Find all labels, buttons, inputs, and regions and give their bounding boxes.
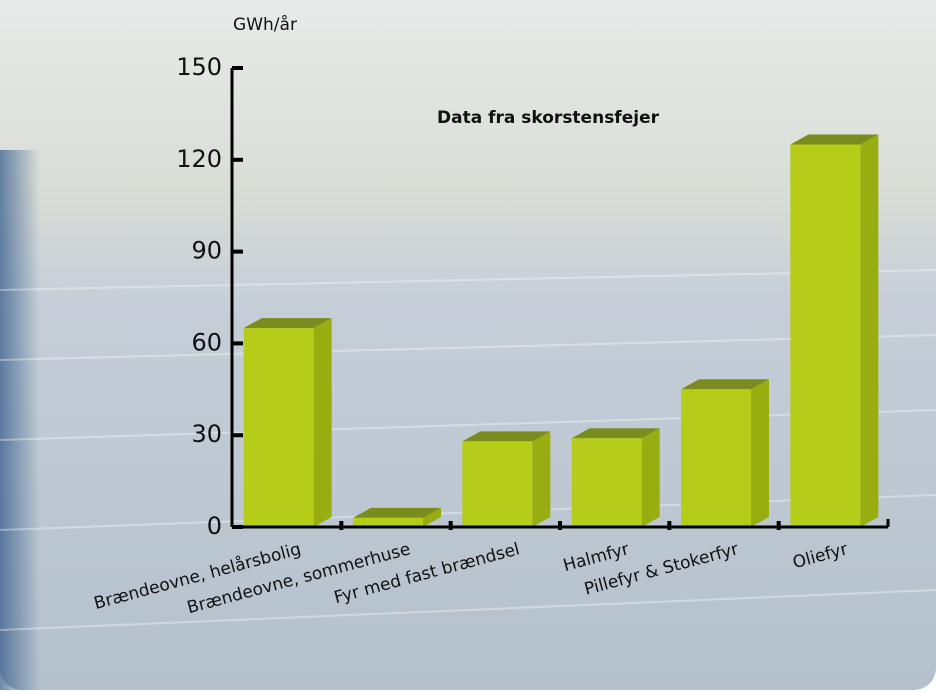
y-tick-label: 90 (191, 237, 222, 265)
background-edge (0, 150, 40, 690)
bar-top (790, 134, 879, 145)
bar (353, 517, 423, 527)
bar (243, 328, 314, 527)
y-tick-label: 120 (176, 145, 222, 173)
bar-side (423, 507, 441, 527)
bar (462, 441, 533, 527)
bar-top (462, 431, 551, 442)
bar-side (532, 431, 551, 527)
y-tick-label: 150 (176, 53, 222, 81)
bar-side (860, 134, 879, 527)
bar (790, 144, 861, 527)
bar-top (243, 318, 332, 329)
bar-side (751, 379, 769, 527)
bar-top (353, 507, 441, 518)
bar (571, 438, 642, 527)
bar-top (681, 379, 769, 390)
bar-side (641, 428, 660, 527)
y-axis-label: GWh/år (233, 14, 297, 35)
bar-side (313, 318, 332, 527)
y-tick-label: 0 (207, 512, 222, 540)
bar-top (571, 428, 660, 439)
y-tick-label: 30 (191, 420, 222, 448)
y-tick-label: 60 (191, 328, 222, 356)
chart-title: Data fra skorstensfejer (437, 108, 660, 128)
bar (681, 389, 751, 527)
